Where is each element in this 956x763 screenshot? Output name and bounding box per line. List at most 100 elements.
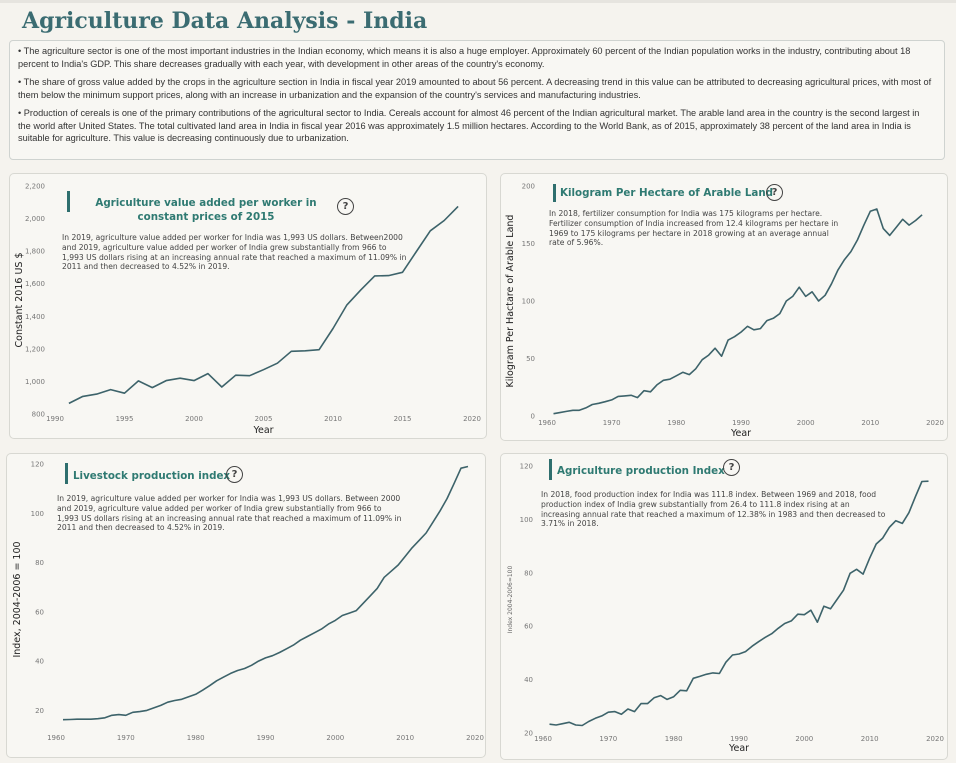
data-point [868, 557, 871, 560]
intro-paragraph: • Production of cereals is one of the pr… [18, 108, 920, 143]
data-point [558, 411, 561, 414]
x-tick-label: 2020 [466, 734, 484, 742]
title-accent-bar [549, 459, 552, 480]
data-point [574, 724, 577, 727]
data-point [836, 598, 839, 601]
data-point [600, 714, 603, 717]
data-point [460, 467, 463, 470]
x-tick-label: 1980 [665, 735, 683, 743]
data-point [193, 379, 196, 382]
y-tick-label: 1,400 [25, 313, 45, 321]
data-point [894, 519, 897, 522]
intro-paragraph: • The share of gross value added by the … [18, 77, 932, 100]
data-point [679, 689, 682, 692]
data-point [620, 713, 623, 716]
y-tick-label: 80 [524, 569, 533, 577]
data-point [901, 218, 904, 221]
data-point [701, 358, 704, 361]
x-tick-label: 2000 [326, 734, 344, 742]
data-point [809, 609, 812, 612]
data-point [571, 409, 574, 412]
x-tick-label: 2010 [396, 734, 414, 742]
data-point [707, 354, 710, 357]
data-point [895, 226, 898, 229]
data-point [837, 268, 840, 271]
y-tick-label: 100 [522, 298, 535, 306]
data-point [467, 465, 470, 468]
data-point [257, 660, 260, 663]
data-point [446, 497, 449, 500]
data-point [82, 718, 85, 721]
help-icon[interactable]: ? [337, 198, 354, 215]
data-point [907, 511, 910, 514]
y-tick-label: 120 [31, 461, 44, 469]
intro-paragraph: • The agriculture sector is one of the m… [18, 46, 911, 69]
data-point [304, 349, 307, 352]
y-axis-title: Index, 2004-2006 = 100 [12, 541, 23, 657]
data-point [390, 570, 393, 573]
x-tick-label: 1990 [732, 419, 750, 427]
data-point [145, 709, 148, 712]
data-point [243, 667, 246, 670]
x-tick-label: 2000 [795, 735, 813, 743]
data-point [803, 613, 806, 616]
chart-title: Agriculture production Index [557, 465, 725, 477]
help-icon[interactable]: ? [226, 466, 243, 483]
data-point [69, 718, 72, 721]
data-point [397, 564, 400, 567]
data-point [791, 295, 794, 298]
data-point [862, 573, 865, 576]
help-icon[interactable]: ? [723, 459, 740, 476]
data-point [234, 374, 237, 377]
data-point [159, 704, 162, 707]
data-point [714, 347, 717, 350]
data-point [738, 653, 741, 656]
data-point [731, 654, 734, 657]
x-tick-label: 2000 [797, 419, 815, 427]
y-tick-label: 200 [522, 183, 535, 191]
title-accent-bar [65, 463, 68, 484]
data-point [746, 325, 749, 328]
x-tick-label: 2000 [185, 415, 203, 423]
data-point [376, 587, 379, 590]
data-point [875, 208, 878, 211]
data-point [740, 331, 743, 334]
y-tick-label: 100 [520, 516, 533, 524]
data-point [765, 319, 768, 322]
y-axis-title: Kilogram Per Hactare of Arable Land [505, 215, 516, 388]
data-point [276, 362, 279, 365]
x-tick-label: 2020 [463, 415, 481, 423]
data-point [581, 724, 584, 727]
data-point [594, 717, 597, 720]
chart-annotation: In 2019, agriculture value added per wor… [57, 494, 402, 533]
data-point [208, 684, 211, 687]
data-point [816, 621, 819, 624]
data-point [165, 379, 168, 382]
data-point [278, 651, 281, 654]
data-point [764, 636, 767, 639]
chart-panel-livestock: 20 40 60 80 100 120 1960 1970 1980 1990 2000 2010 20… [6, 453, 486, 758]
data-point [429, 229, 432, 232]
data-point [425, 532, 428, 535]
data-point [587, 720, 590, 723]
x-tick-label: 2020 [926, 735, 944, 743]
y-tick-label: 800 [32, 411, 45, 419]
data-point [675, 374, 678, 377]
data-point [327, 623, 330, 626]
data-point [109, 388, 112, 391]
data-point [373, 274, 376, 277]
page-title: Agriculture Data Analysis - India [22, 8, 428, 34]
data-point [290, 350, 293, 353]
data-point [666, 698, 669, 701]
data-point [785, 300, 788, 303]
chart-title: Kilogram Per Hectare of Arable Land [560, 187, 774, 199]
help-icon[interactable]: ? [766, 184, 783, 201]
chart-panel-production-index: 20 40 60 80 100 120 1960 1970 1980 1990 2000 2010 20… [500, 453, 948, 760]
data-point [711, 671, 714, 674]
data-point [568, 721, 571, 724]
data-point [718, 672, 721, 675]
data-point [152, 706, 155, 709]
data-point [849, 250, 852, 253]
x-tick-label: 1980 [667, 419, 685, 427]
data-point [757, 640, 760, 643]
